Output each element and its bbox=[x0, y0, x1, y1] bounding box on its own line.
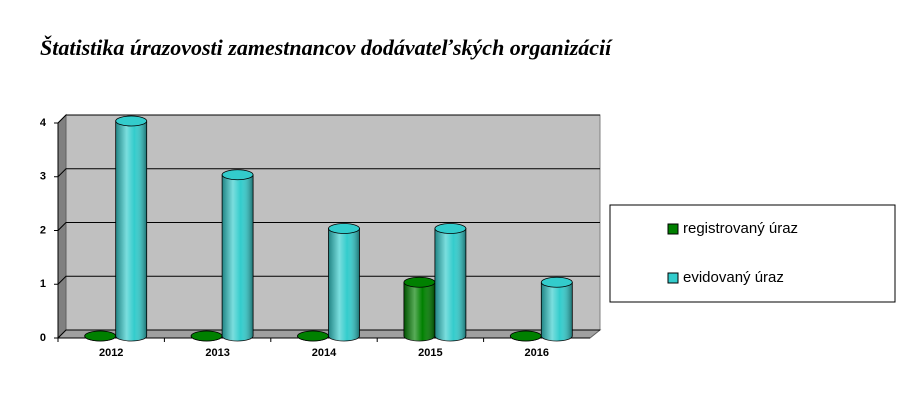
cylinder-top bbox=[297, 330, 329, 342]
cylinder-top bbox=[403, 276, 436, 288]
x-tick-label: 2016 bbox=[525, 347, 549, 359]
legend bbox=[609, 204, 896, 303]
x-tick-label: 2015 bbox=[418, 347, 442, 359]
legend-swatch bbox=[667, 272, 679, 284]
bar bbox=[328, 223, 360, 342]
grid-line bbox=[57, 168, 600, 178]
grid-line bbox=[57, 275, 600, 285]
cylinder-top bbox=[540, 276, 573, 288]
cylinder-shade bbox=[222, 174, 254, 342]
cylinder-top bbox=[328, 223, 360, 234]
cylinder-shade bbox=[403, 282, 435, 342]
cylinder-shade bbox=[328, 228, 360, 342]
bar bbox=[84, 330, 117, 342]
bar bbox=[434, 223, 467, 342]
bar bbox=[115, 115, 148, 342]
cylinder-top bbox=[509, 330, 542, 342]
legend-label: evidovaný úraz bbox=[683, 269, 784, 286]
y-tick-label: 0 bbox=[40, 332, 46, 344]
cylinder-top bbox=[221, 169, 254, 181]
cylinder-top bbox=[434, 223, 467, 234]
grid-line bbox=[57, 222, 600, 231]
bar bbox=[297, 330, 329, 342]
y-tick-label: 3 bbox=[40, 171, 46, 183]
chart-title: Štatistika úrazovosti zamestnancov dodáv… bbox=[40, 35, 613, 60]
bar bbox=[403, 276, 436, 342]
cylinder-top bbox=[115, 115, 148, 127]
legend-label: registrovaný úraz bbox=[683, 220, 798, 237]
bar bbox=[509, 330, 542, 342]
bar bbox=[221, 169, 254, 342]
y-tick-label: 2 bbox=[40, 224, 46, 236]
legend-swatch bbox=[667, 223, 679, 235]
x-tick-label: 2013 bbox=[205, 347, 229, 359]
y-tick-label: 4 bbox=[40, 117, 47, 129]
cylinder-shade bbox=[434, 228, 466, 342]
cylinder-shade bbox=[115, 121, 147, 342]
y-tick-label: 1 bbox=[40, 278, 46, 290]
bar bbox=[540, 276, 573, 342]
bar bbox=[190, 330, 223, 342]
grid-line bbox=[57, 114, 600, 124]
x-tick-label: 2012 bbox=[99, 347, 123, 359]
cylinder-top bbox=[84, 330, 117, 342]
cylinder-top bbox=[190, 330, 223, 342]
cylinder-shade bbox=[541, 282, 573, 341]
x-tick-label: 2014 bbox=[312, 347, 337, 359]
